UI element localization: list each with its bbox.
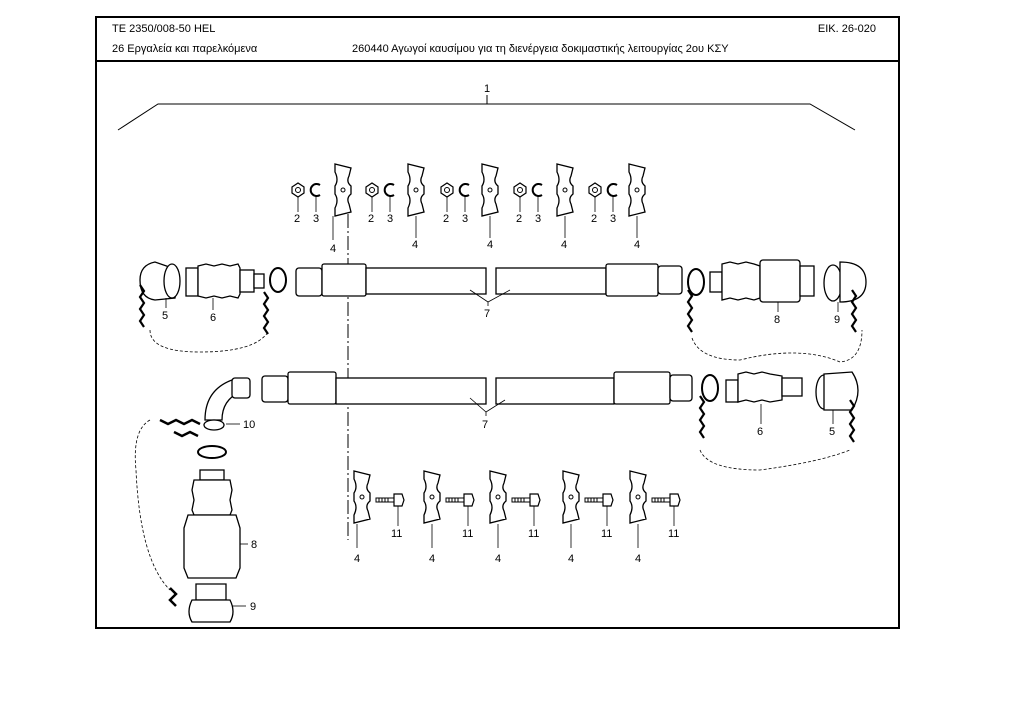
callout-11: 11 [462, 528, 473, 540]
figure-reference: ΕΙΚ. 26-020 [817, 23, 876, 35]
assembly-bracket [117, 95, 856, 131]
callout-3: 3 [610, 213, 616, 225]
bottom-fastener-row [353, 470, 681, 548]
callout-10: 10 [243, 419, 255, 431]
upper-chain-paths [149, 329, 863, 363]
header-divider [97, 60, 898, 62]
callout-4: 4 [495, 553, 501, 565]
callout-4: 4 [354, 553, 360, 565]
lower-hose-assembly [203, 371, 859, 444]
top-fastener-row [291, 163, 646, 240]
callout-3: 3 [535, 213, 541, 225]
callout-5: 5 [829, 426, 835, 438]
callout-9: 9 [250, 601, 256, 613]
vertical-coupling-stack [159, 418, 241, 623]
figure-caption: 260440 Αγωγοί καυσίμου για τη διενέργεια… [352, 43, 729, 55]
lower-chain-paths [134, 419, 851, 591]
callout-2: 2 [294, 213, 300, 225]
callout-11: 11 [668, 528, 679, 540]
callout-6: 6 [210, 312, 216, 324]
callout-1: 1 [484, 83, 490, 95]
callout-3: 3 [313, 213, 319, 225]
callout-3: 3 [462, 213, 468, 225]
callout-2: 2 [516, 213, 522, 225]
callout-3: 3 [387, 213, 393, 225]
callout-labels: 1 2 3 4 2 3 4 2 3 4 2 3 4 2 3 4 5 6 7 8 … [162, 83, 840, 613]
callout-2: 2 [591, 213, 597, 225]
chapter-title: 26 Εργαλεία και παρελκόμενα [112, 43, 258, 55]
callout-5: 5 [162, 310, 168, 322]
document-code: ΤΕ 2350/008-50 HEL [112, 23, 216, 35]
callout-4: 4 [561, 239, 567, 251]
callout-4: 4 [412, 239, 418, 251]
callout-11: 11 [601, 528, 612, 540]
callout-2: 2 [368, 213, 374, 225]
callout-6: 6 [757, 426, 763, 438]
callout-7: 7 [484, 308, 490, 320]
callout-4: 4 [487, 239, 493, 251]
leader-lines [165, 298, 839, 607]
callout-2: 2 [443, 213, 449, 225]
upper-hose-assembly [138, 259, 867, 336]
callout-11: 11 [391, 528, 402, 540]
callout-4: 4 [634, 239, 640, 251]
callout-4: 4 [330, 243, 336, 255]
drawing-sheet: ΤΕ 2350/008-50 HEL ΕΙΚ. 26-020 26 Εργαλε… [95, 16, 900, 629]
callout-4: 4 [635, 553, 641, 565]
callout-11: 11 [528, 528, 539, 540]
callout-4: 4 [429, 553, 435, 565]
callout-7: 7 [482, 419, 488, 431]
callout-8: 8 [774, 314, 780, 326]
callout-8: 8 [251, 539, 257, 551]
callout-4: 4 [568, 553, 574, 565]
callout-9: 9 [834, 314, 840, 326]
